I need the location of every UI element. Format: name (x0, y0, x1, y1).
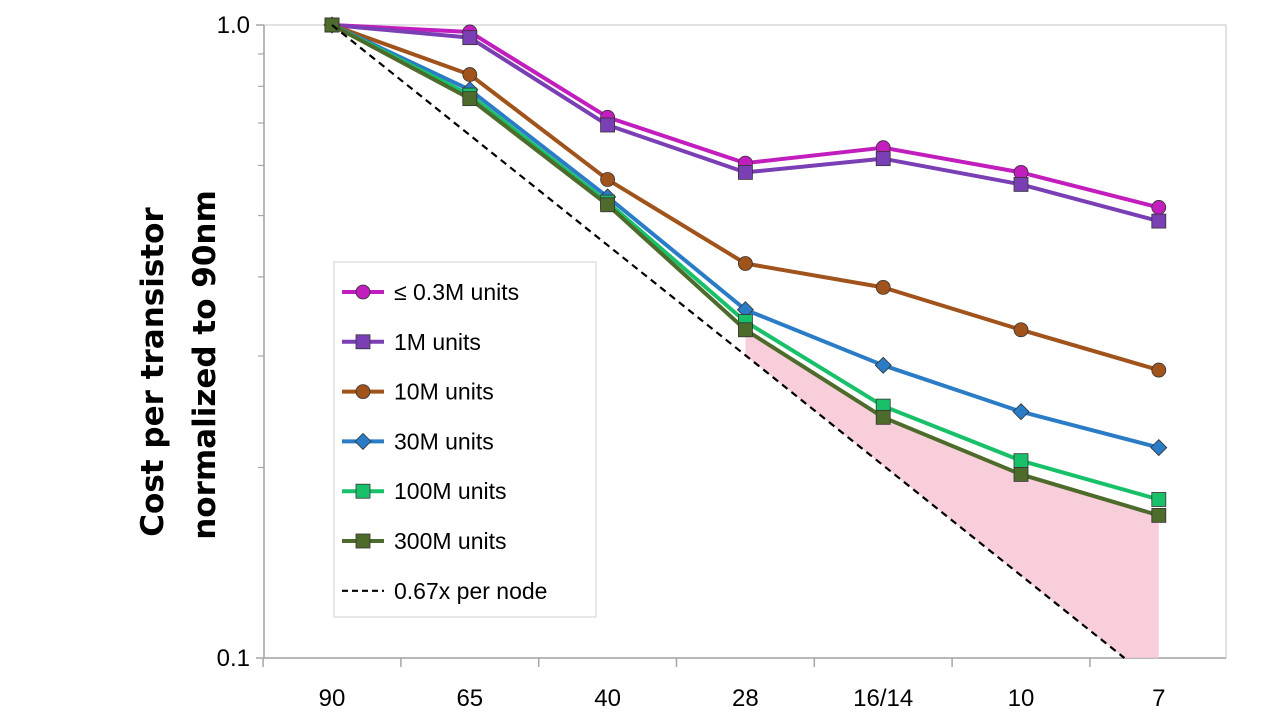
data-point (875, 280, 891, 295)
data-point (738, 164, 753, 180)
series-line (331, 24, 1126, 659)
x-tick-label: 28 (732, 685, 759, 712)
y-axis-title-line1: Cost per transistor (135, 207, 171, 537)
series-300m-units (324, 17, 1167, 523)
data-point (1013, 467, 1029, 482)
data-point (874, 356, 892, 374)
legend-label: ≤ 0.3M units (394, 279, 519, 305)
y-tick-label: 1.0 (217, 12, 250, 39)
data-point (875, 151, 891, 167)
data-point (600, 197, 615, 213)
x-tick-label: 65 (456, 685, 483, 712)
data-point (738, 256, 753, 271)
legend-swatch-marker (355, 384, 371, 400)
axes: 1.0 0.1 90 65 40 28 16/14 10 7 (217, 12, 1226, 712)
data-point (1013, 322, 1029, 338)
legend-entry: 0.67x per node (342, 578, 547, 604)
legend: ≤ 0.3M units 1M units 10M units 30M units 10… (333, 261, 597, 618)
data-point (1151, 200, 1167, 215)
data-point (600, 172, 615, 187)
x-tick-label: 90 (319, 685, 346, 712)
shaded-gap-region (745, 329, 1159, 658)
series-layer (323, 16, 1168, 659)
y-axis-title-line2: normalized to 90nm (187, 190, 223, 540)
data-point (738, 322, 753, 338)
data-point (1151, 362, 1167, 378)
data-point (1013, 176, 1029, 192)
legend-swatch-marker (355, 483, 371, 499)
x-tick-label: 7 (1152, 685, 1165, 712)
legend-entry: 300M units (342, 528, 507, 554)
legend-label: 10M units (394, 379, 494, 405)
legend-swatch-marker (355, 334, 371, 350)
legend-swatch-marker (355, 533, 371, 549)
series-10m-units (324, 17, 1167, 378)
data-point (462, 67, 478, 82)
data-point (462, 30, 478, 46)
data-point (1012, 403, 1030, 421)
data-point (1151, 507, 1167, 523)
data-point (1151, 213, 1167, 229)
x-tick-label: 16/14 (853, 685, 913, 712)
legend-entry: 1M units (342, 329, 481, 355)
data-point (1151, 492, 1167, 507)
x-tick-label: 10 (1008, 685, 1035, 712)
legend-label: 1M units (394, 329, 481, 355)
data-point (462, 91, 478, 107)
legend-label: 100M units (394, 478, 507, 504)
series-0-67x-per-node (331, 24, 1126, 659)
legend-entry: 30M units (342, 428, 494, 454)
shaded-area (745, 329, 1159, 658)
data-point (875, 409, 891, 425)
legend-entry: 10M units (342, 379, 494, 405)
legend-swatch-marker (355, 284, 371, 300)
legend-label: 300M units (394, 528, 507, 554)
data-point (1150, 439, 1168, 457)
data-point (600, 117, 615, 133)
legend-label: 0.67x per node (394, 578, 547, 604)
legend-entry: 100M units (342, 478, 507, 504)
y-tick-label: 0.1 (217, 645, 250, 672)
data-point (1013, 453, 1029, 469)
legend-swatch-marker (354, 432, 372, 450)
x-tick-label: 40 (594, 685, 621, 712)
legend-label: 30M units (394, 428, 494, 454)
legend-entry: ≤ 0.3M units (342, 279, 519, 305)
